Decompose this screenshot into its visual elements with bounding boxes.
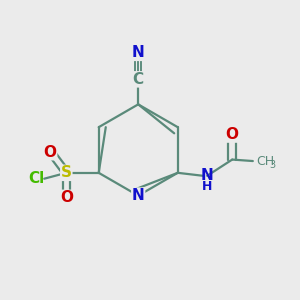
Text: C: C (133, 72, 144, 87)
Text: 3: 3 (270, 160, 276, 170)
Text: CH: CH (256, 154, 274, 167)
Text: O: O (44, 145, 57, 160)
Text: N: N (132, 45, 145, 60)
Text: S: S (61, 165, 72, 180)
Text: Cl: Cl (29, 171, 45, 186)
Text: O: O (226, 127, 239, 142)
Text: H: H (202, 181, 212, 194)
Text: N: N (201, 168, 214, 183)
Text: N: N (132, 188, 145, 203)
Text: O: O (60, 190, 73, 205)
